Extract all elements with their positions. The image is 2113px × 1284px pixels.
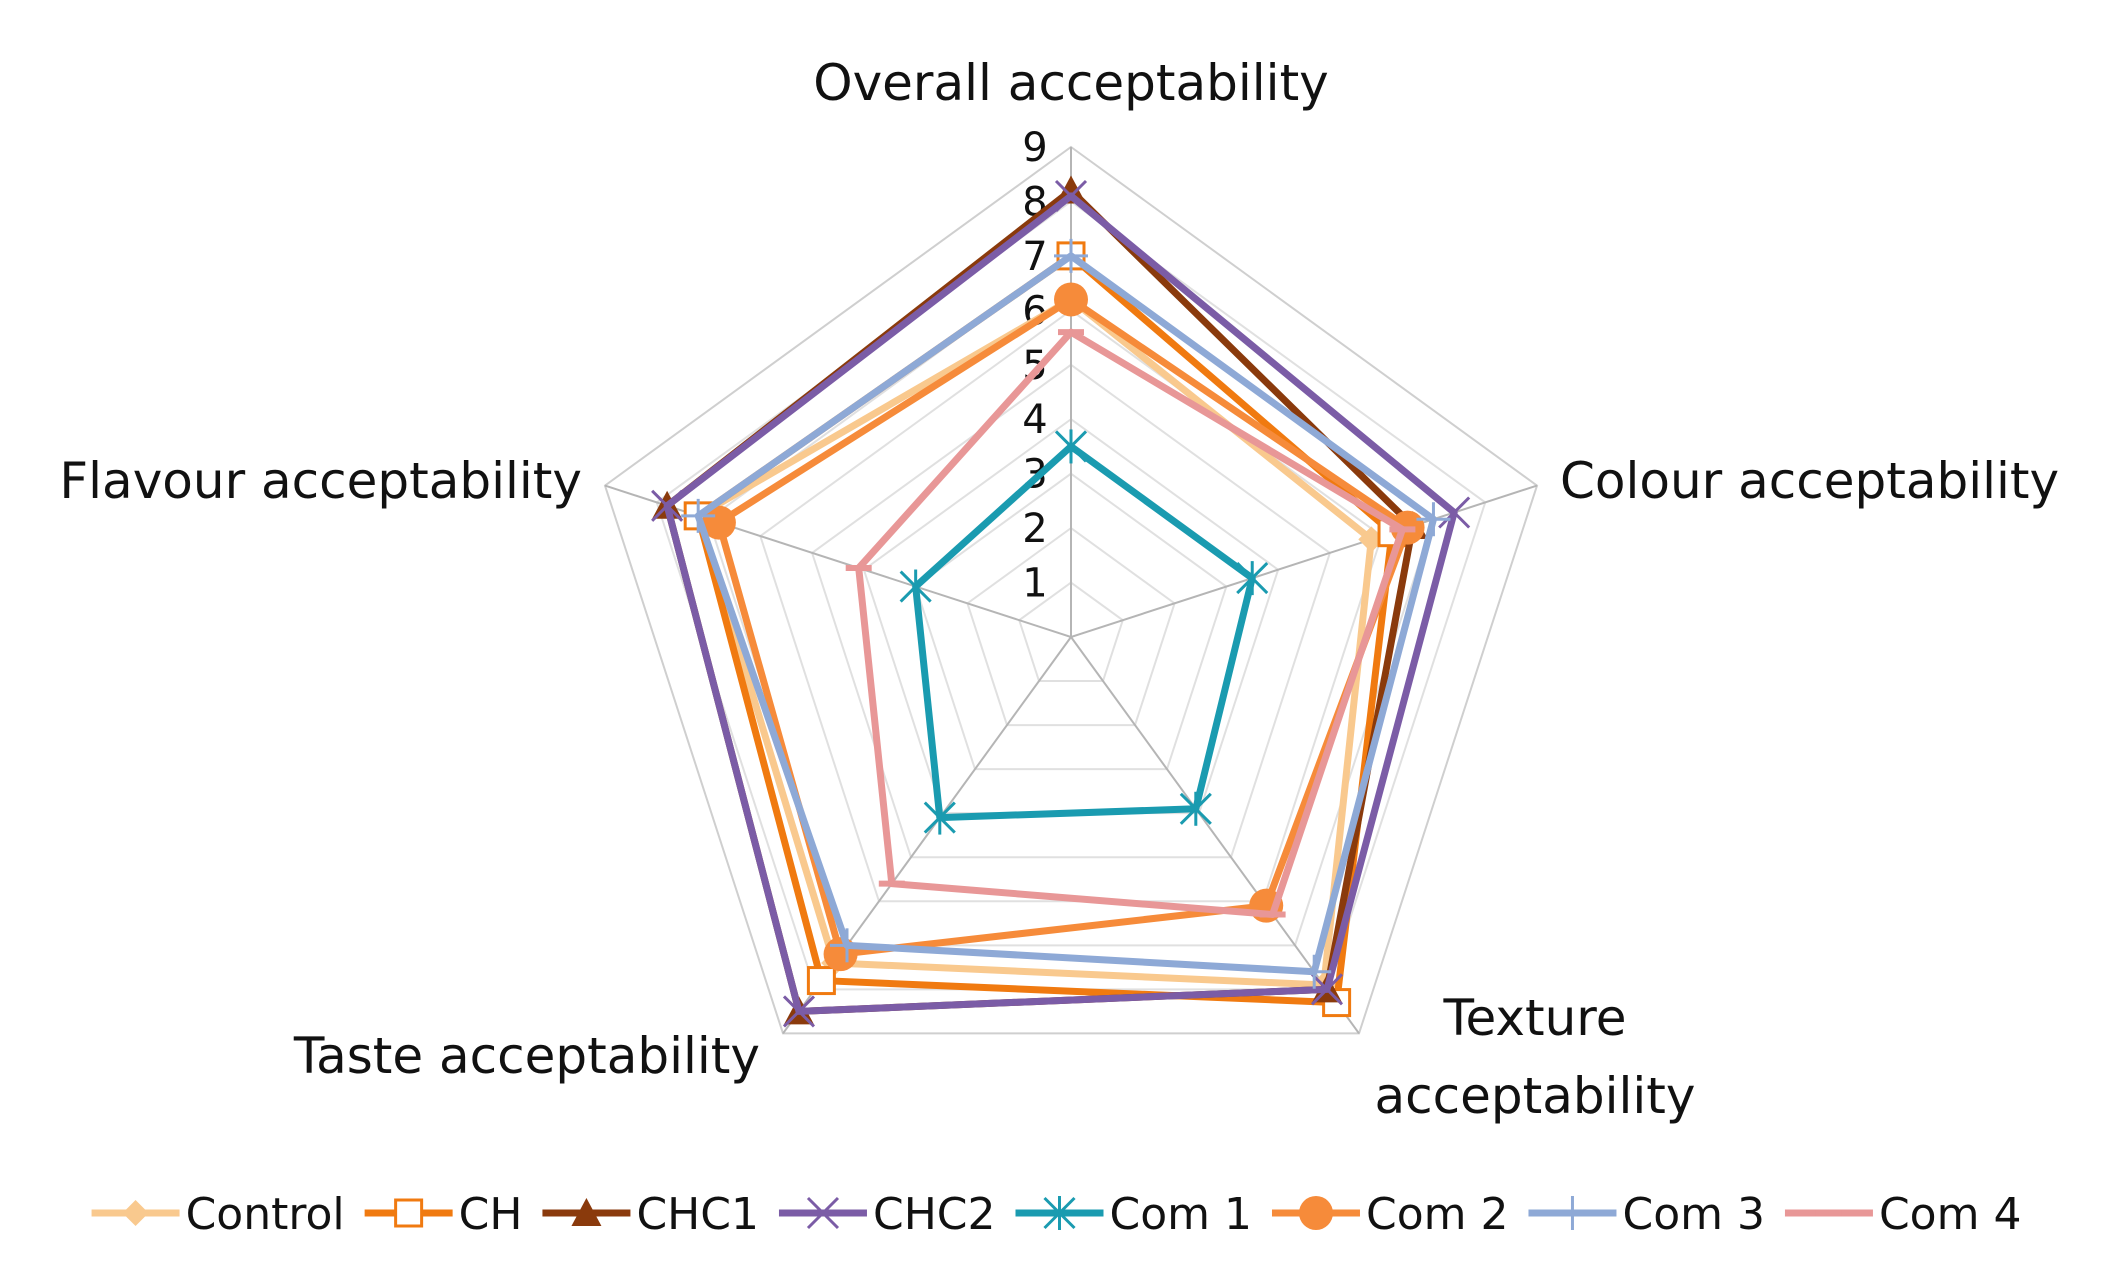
tick-label-1: 1 xyxy=(1022,561,1047,607)
spoke-colour-acceptability xyxy=(1070,484,1538,638)
series-com-1 xyxy=(899,429,1269,835)
data-point xyxy=(899,569,932,604)
axis-label-overall-acceptability: Overall acceptability xyxy=(813,54,1329,112)
legend-label: Com 1 xyxy=(1110,1189,1252,1240)
data-point xyxy=(829,928,864,963)
legend-label: Control xyxy=(186,1189,345,1240)
axis-label-texture-acceptability: Texture acceptability xyxy=(1375,989,1696,1125)
series-com-2 xyxy=(701,282,1425,972)
legend-label: CHC1 xyxy=(636,1189,759,1240)
data-series xyxy=(651,175,1471,1028)
data-point xyxy=(1056,175,1086,204)
data-point xyxy=(1043,1196,1076,1230)
series-line-com-4 xyxy=(855,328,1406,918)
data-point xyxy=(1054,282,1088,317)
data-point xyxy=(1054,179,1088,213)
data-point xyxy=(806,966,836,996)
axis-label-flavour-acceptability: Flavour acceptability xyxy=(59,452,582,510)
spoke-texture-acceptability xyxy=(1070,636,1360,1035)
legend-label: CH xyxy=(459,1189,523,1240)
legend-item-chc2: CHC2 xyxy=(778,1189,996,1240)
series-line-chc2 xyxy=(663,192,1458,1015)
data-point xyxy=(1310,973,1344,1006)
data-point xyxy=(806,1196,840,1230)
legend-item-ch: CH xyxy=(364,1189,523,1240)
grid-ring-1 xyxy=(1018,581,1124,683)
data-point xyxy=(1236,561,1269,596)
series-line-com-3 xyxy=(694,252,1437,976)
series-com-4 xyxy=(845,328,1416,918)
axis-label-taste-acceptability: Taste acceptability xyxy=(293,1027,760,1085)
data-point xyxy=(701,505,736,540)
data-point xyxy=(394,1198,424,1228)
legend-item-com-4: Com 4 xyxy=(1784,1189,2021,1240)
tick-label-2: 2 xyxy=(1022,506,1047,552)
legend-item-com-3: Com 3 xyxy=(1528,1189,1765,1240)
legend-label: CHC2 xyxy=(873,1189,996,1240)
legend-label: Com 3 xyxy=(1622,1189,1764,1240)
legend-label: Com 4 xyxy=(1879,1189,2021,1240)
data-point xyxy=(782,995,816,1028)
series-line-com-1 xyxy=(912,442,1256,822)
series-com-3 xyxy=(681,238,1451,989)
data-point xyxy=(1179,791,1212,826)
grid-ring-2 xyxy=(966,526,1176,727)
data-point xyxy=(571,1198,602,1226)
legend: Control CH CHC1 CHC2 Com 1 Com 2 Com 3 Com 4 xyxy=(91,1189,2021,1240)
data-point xyxy=(1054,238,1088,273)
legend-item-com-1: Com 1 xyxy=(1015,1189,1252,1240)
data-point xyxy=(1298,1196,1333,1230)
data-point xyxy=(923,800,956,835)
tick-label-4: 4 xyxy=(1022,397,1047,443)
legend-item-com-2: Com 2 xyxy=(1271,1189,1508,1240)
data-point xyxy=(1297,954,1332,989)
series-chc2 xyxy=(651,179,1471,1028)
data-point xyxy=(1054,429,1088,464)
data-point xyxy=(651,489,684,522)
legend-item-control: Control xyxy=(91,1189,345,1240)
legend-label: Com 2 xyxy=(1366,1189,1508,1240)
data-point xyxy=(681,498,716,533)
series-line-com-2 xyxy=(715,295,1412,958)
axis-label-colour-acceptability: Colour acceptability xyxy=(1560,452,2059,510)
legend-item-chc1: CHC1 xyxy=(542,1189,759,1240)
grid-ring-5 xyxy=(810,363,1332,859)
grid-ring-9 xyxy=(603,145,1539,1035)
data-point xyxy=(1438,496,1471,529)
data-point xyxy=(1555,1196,1590,1230)
data-point xyxy=(1416,502,1451,537)
axis-labels: Overall acceptability Colour acceptabilit… xyxy=(59,54,2059,1125)
spoke-flavour-acceptability xyxy=(604,484,1072,638)
tick-label-9: 9 xyxy=(1022,125,1047,171)
series-line-control xyxy=(694,295,1375,989)
data-point xyxy=(122,1200,149,1226)
